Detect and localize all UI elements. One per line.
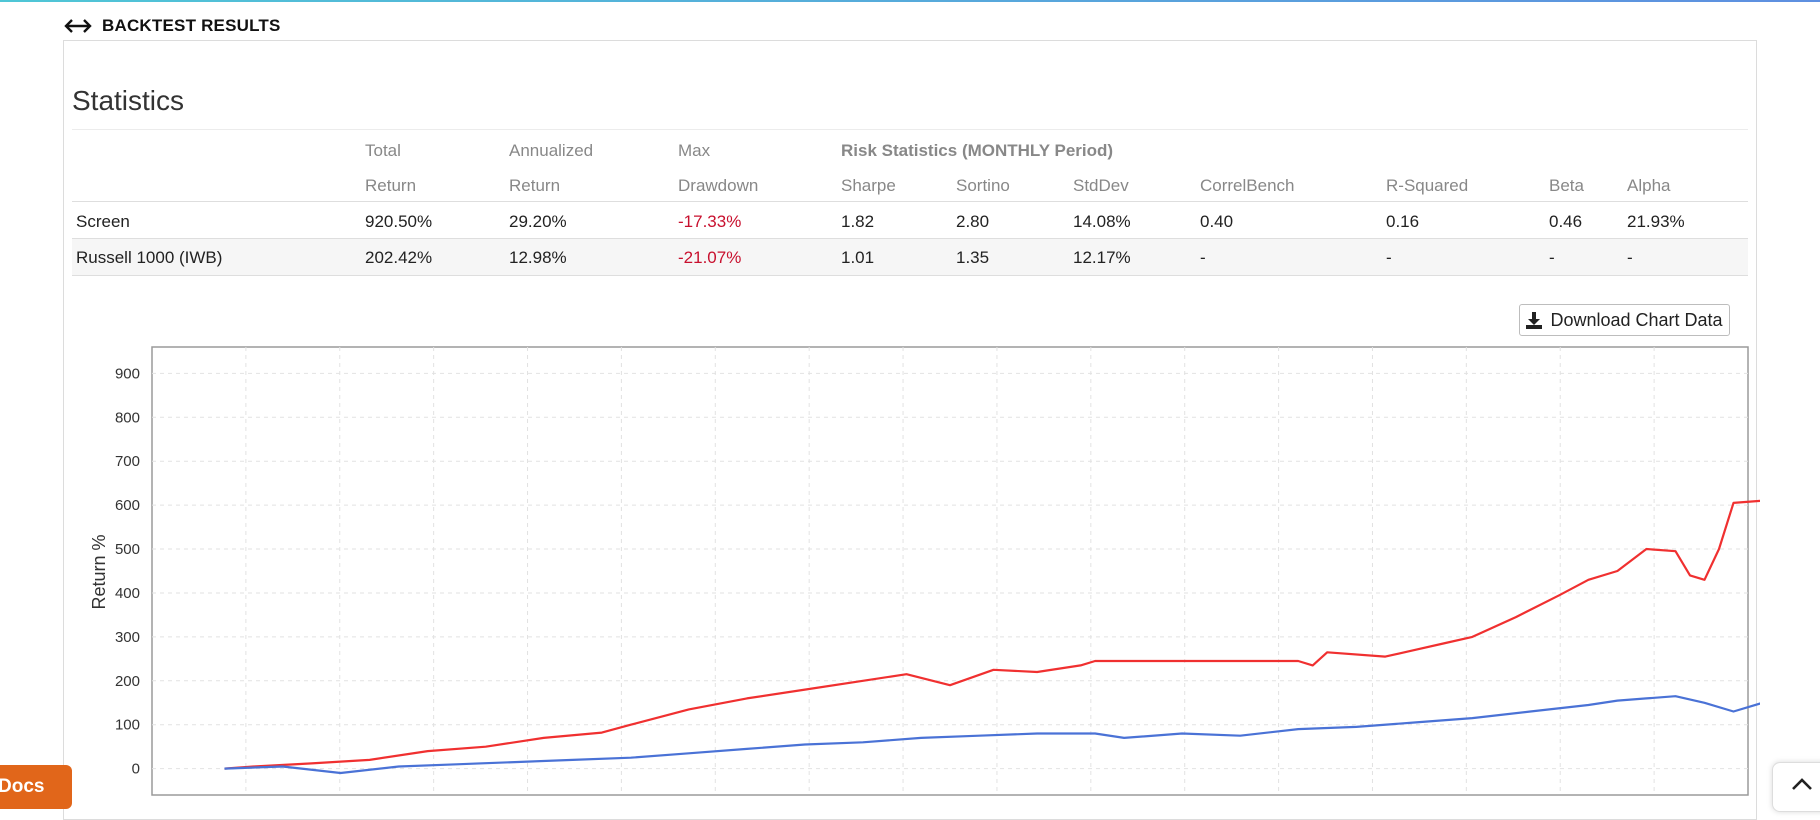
row-name-russell-1000: Russell 1000 (IWB) [76, 248, 223, 267]
y-axis-ticks: 0 100 200 300 400 500 600 700 800 900 [115, 365, 140, 777]
y-tick-label: 700 [115, 453, 140, 470]
y-tick-label: 200 [115, 673, 140, 690]
left-right-arrow-icon [64, 19, 92, 33]
back-to-results-link[interactable]: BACKTEST RESULTS [63, 14, 281, 38]
cell-value: 1.82 [841, 212, 875, 231]
cell-value: 0.16 [1386, 212, 1420, 231]
col-drawdown: Drawdown [678, 176, 759, 195]
divider [72, 129, 1748, 130]
y-tick-label: 100 [115, 717, 140, 734]
risk-statistics-heading: Risk Statistics (MONTHLY Period) [841, 141, 1114, 160]
col-return: Return [365, 176, 417, 195]
col-top-annualized: Annualized [509, 141, 594, 160]
y-tick-label: 0 [132, 761, 140, 778]
scroll-to-top-button[interactable] [1772, 762, 1820, 812]
download-button-label: Download Chart Data [1550, 309, 1723, 330]
cell-value: 1.01 [841, 248, 875, 267]
col-beta: Beta [1549, 176, 1584, 195]
y-tick-label: 300 [115, 629, 140, 646]
cell-value-negative: -21.07% [678, 248, 742, 267]
col-correlbench: CorrelBench [1200, 176, 1295, 195]
y-tick-label: 800 [115, 409, 140, 426]
series-line-benchmark [224, 695, 1760, 775]
col-alpha: Alpha [1627, 176, 1671, 195]
y-tick-label: 400 [115, 585, 140, 602]
top-accent-bar [0, 0, 1820, 2]
chart-grid [151, 346, 1749, 796]
col-annualized-return: Return [509, 176, 561, 195]
chevron-up-icon [1792, 778, 1812, 790]
col-top-max: Max [678, 141, 711, 160]
docs-button[interactable]: Docs [0, 765, 72, 809]
cell-value-negative: -17.33% [678, 212, 742, 231]
row-divider [72, 201, 1748, 202]
row-background [72, 239, 1748, 275]
row-divider [72, 238, 1748, 239]
y-tick-label: 500 [115, 541, 140, 558]
cell-value: 12.17% [1073, 248, 1131, 267]
cell-value: 202.42% [365, 248, 433, 267]
col-stddev: StdDev [1073, 176, 1129, 195]
results-panel: Statistics Total Annualized Max Risk Sta… [63, 40, 1757, 820]
y-axis-label: Return % [89, 534, 109, 609]
col-r-squared: R-Squared [1386, 176, 1469, 195]
cell-value: 2.80 [956, 212, 990, 231]
chart-series [224, 499, 1760, 775]
row-name-screen: Screen [76, 212, 130, 231]
row-divider [72, 275, 1748, 276]
cell-value: 12.98% [509, 248, 567, 267]
cell-value: 14.08% [1073, 212, 1131, 231]
docs-button-label: Docs [0, 776, 45, 797]
cell-value: 0.46 [1549, 212, 1583, 231]
cell-value: - [1200, 248, 1206, 267]
cell-value: 29.20% [509, 212, 567, 231]
series-line-screen [224, 499, 1760, 770]
download-icon [1526, 312, 1543, 329]
download-chart-data-button[interactable]: Download Chart Data [1519, 304, 1730, 336]
statistics-title: Statistics [72, 85, 185, 116]
cell-value: 920.50% [365, 212, 433, 231]
plot-frame [151, 346, 1749, 796]
return-chart: 0 100 200 300 400 500 600 700 800 900 Return % [89, 346, 1760, 796]
cell-value: 1.35 [956, 248, 990, 267]
cell-value: - [1549, 248, 1555, 267]
cell-value: 0.40 [1200, 212, 1234, 231]
col-top-total: Total [365, 141, 401, 160]
y-tick-label: 600 [115, 497, 140, 514]
y-tick-label: 900 [115, 365, 140, 382]
cell-value: - [1627, 248, 1633, 267]
cell-value: - [1386, 248, 1392, 267]
col-sharpe: Sharpe [841, 176, 896, 195]
col-sortino: Sortino [956, 176, 1010, 195]
page-title: BACKTEST RESULTS [102, 16, 281, 35]
cell-value: 21.93% [1627, 212, 1685, 231]
